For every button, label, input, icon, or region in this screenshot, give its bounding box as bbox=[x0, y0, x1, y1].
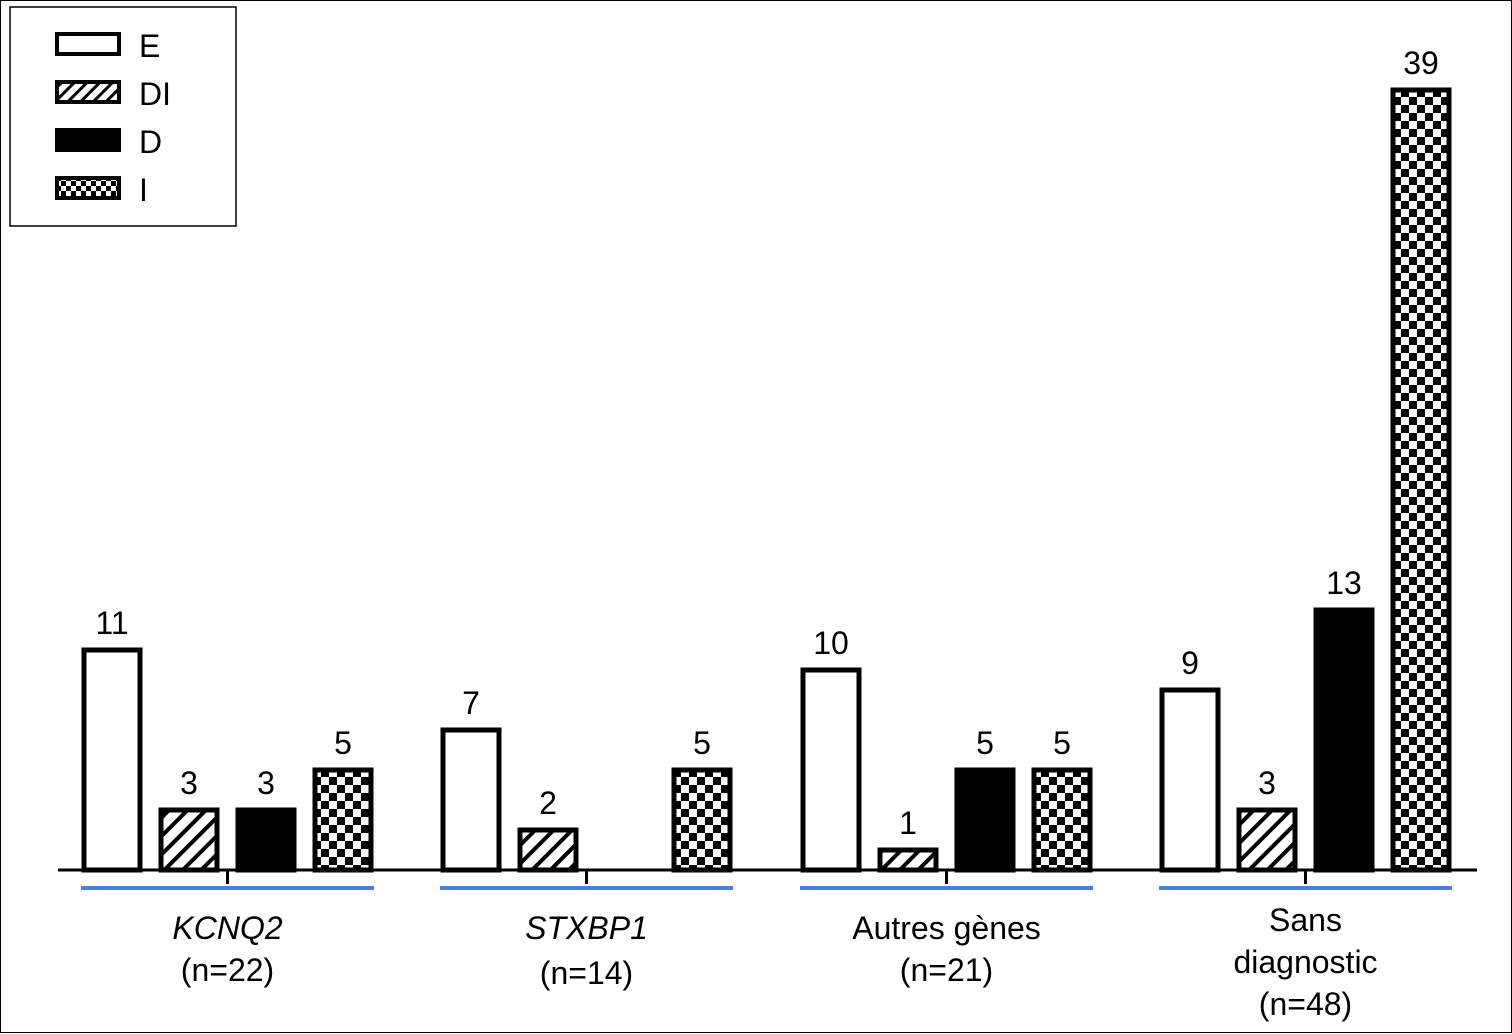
bar-i bbox=[671, 767, 733, 873]
x-tick-label: diagnostic bbox=[1233, 944, 1377, 980]
bar-d bbox=[1313, 607, 1375, 873]
bar-di bbox=[1236, 807, 1298, 873]
bar-i bbox=[1031, 767, 1093, 873]
legend-label-di: DI bbox=[139, 76, 171, 112]
bar-i bbox=[1390, 87, 1452, 873]
x-tick-label: KCNQ2 bbox=[172, 910, 282, 946]
legend-label-e: E bbox=[139, 28, 160, 64]
data-label: 3 bbox=[1258, 765, 1276, 801]
data-label: 13 bbox=[1326, 565, 1362, 601]
legend: E DI DI bbox=[9, 6, 237, 227]
bar-e bbox=[81, 647, 143, 873]
legend-label-i: I bbox=[139, 172, 148, 208]
bar-di bbox=[517, 827, 579, 873]
data-label: 5 bbox=[334, 725, 352, 761]
x-axis bbox=[58, 868, 1477, 884]
x-tick-label: (n=14) bbox=[540, 955, 633, 991]
bar-di bbox=[877, 847, 939, 873]
data-label: 2 bbox=[539, 785, 557, 821]
bars bbox=[81, 87, 1452, 873]
bar-di bbox=[158, 807, 220, 873]
bar-e bbox=[800, 667, 862, 873]
x-tick-label: (n=22) bbox=[181, 952, 274, 988]
x-tick-label: Sans bbox=[1269, 902, 1342, 938]
bar-e bbox=[440, 727, 502, 873]
bar-d bbox=[954, 767, 1016, 873]
bar-i bbox=[312, 767, 374, 873]
x-tick-label: STXBP1 bbox=[525, 910, 648, 946]
data-label: 11 bbox=[95, 605, 128, 641]
bar-e bbox=[1159, 687, 1221, 873]
legend-box bbox=[9, 6, 237, 227]
legend-swatch-i bbox=[55, 176, 121, 200]
bar-d bbox=[235, 807, 297, 873]
x-tick-label: Autres gènes bbox=[852, 910, 1041, 946]
x-tick-label: (n=48) bbox=[1259, 986, 1352, 1022]
data-label: 3 bbox=[257, 765, 275, 801]
data-label: 1 bbox=[899, 805, 917, 841]
data-label: 39 bbox=[1403, 45, 1439, 81]
data-label: 5 bbox=[976, 725, 994, 761]
data-label: 5 bbox=[693, 725, 711, 761]
legend-swatch-d bbox=[55, 128, 121, 152]
x-tick-label: (n=21) bbox=[900, 952, 993, 988]
data-label: 10 bbox=[813, 625, 849, 661]
data-label: 7 bbox=[462, 685, 480, 721]
category-labels: KCNQ2 (n=22) STXBP1 (n=14) Autres gènes (n=21… bbox=[172, 902, 1377, 1022]
legend-swatch-di bbox=[55, 80, 121, 104]
legend-label-d: D bbox=[139, 124, 162, 160]
legend-swatch-e bbox=[55, 32, 121, 56]
data-label: 3 bbox=[180, 765, 198, 801]
data-label: 9 bbox=[1181, 645, 1199, 681]
data-label: 5 bbox=[1053, 725, 1071, 761]
